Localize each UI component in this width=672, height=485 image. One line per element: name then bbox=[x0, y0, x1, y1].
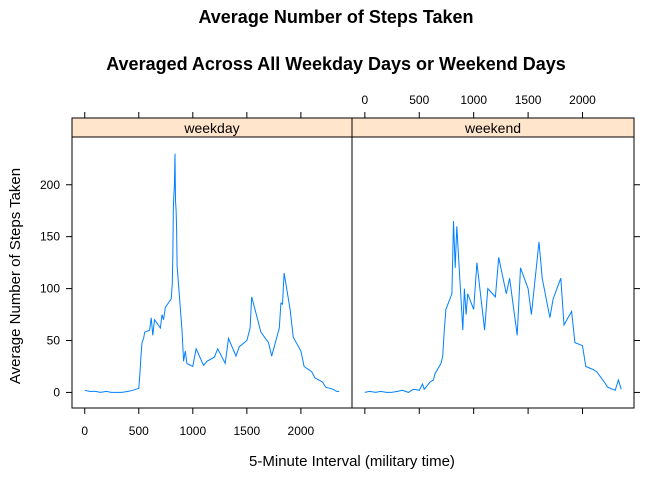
chart-title-line1: Average Number of Steps Taken bbox=[198, 7, 473, 27]
x-axis-label: 5-Minute Interval (military time) bbox=[249, 453, 455, 470]
y-tick-label: 50 bbox=[47, 334, 61, 348]
x-tick-label-top: 2000 bbox=[569, 93, 596, 107]
series-line-weekday bbox=[84, 153, 340, 393]
x-tick-label-bottom: 2000 bbox=[288, 424, 315, 438]
x-tick-label-top: 500 bbox=[409, 93, 429, 107]
panel-frame-weekend bbox=[351, 136, 635, 409]
y-tick-label: 100 bbox=[40, 282, 60, 296]
x-tick-label-bottom: 500 bbox=[129, 424, 149, 438]
y-tick-label: 200 bbox=[40, 178, 60, 192]
x-tick-label-bottom: 1000 bbox=[179, 424, 206, 438]
x-tick-label-bottom: 0 bbox=[81, 424, 88, 438]
panel-strip-label-weekend: weekend bbox=[464, 120, 521, 136]
y-tick-label: 150 bbox=[40, 230, 60, 244]
x-tick-label-top: 0 bbox=[361, 93, 368, 107]
chart-title-line2: Averaged Across All Weekday Days or Week… bbox=[106, 54, 566, 74]
y-tick-label: 0 bbox=[53, 385, 60, 399]
series-line-weekend bbox=[364, 221, 622, 393]
x-tick-label-top: 1500 bbox=[515, 93, 542, 107]
panel-frame-weekday bbox=[71, 136, 353, 409]
x-tick-label-top: 1000 bbox=[460, 93, 487, 107]
x-tick-label-bottom: 1500 bbox=[233, 424, 260, 438]
panel-strip-label-weekday: weekday bbox=[183, 120, 239, 136]
y-axis-label: Average Number of Steps Taken bbox=[7, 168, 24, 384]
